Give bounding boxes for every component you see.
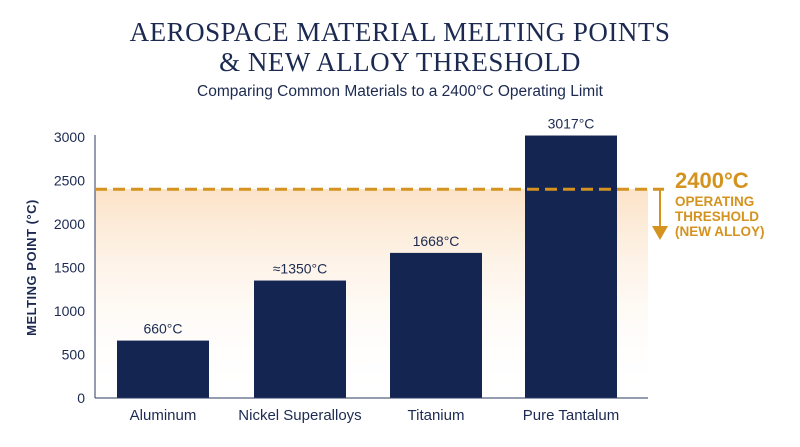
bar-nickel-superalloys [254,280,346,398]
y-tick-label: 1500 [54,260,85,276]
x-tick-label: Aluminum [130,407,197,424]
y-tick-label: 0 [77,390,85,406]
y-tick-label: 2000 [54,216,85,232]
bar-titanium [390,252,482,398]
chart-title-line2: & NEW ALLOY THRESHOLD [219,47,581,77]
y-tick-label: 2500 [54,173,85,189]
x-tick-label: Pure Tantalum [523,407,619,424]
bar-value-label: ≈1350°C [273,261,328,277]
down-arrow-icon [652,226,668,240]
bar-aluminum [117,340,209,398]
y-tick-label: 500 [62,347,86,363]
threshold-label-line: OPERATING [675,194,754,209]
bar-value-label: 1668°C [413,233,460,249]
y-axis-label: MELTING POINT (°C) [24,199,39,336]
chart-title-line1: AEROSPACE MATERIAL MELTING POINTS [129,17,671,47]
bar-value-label: 660°C [143,321,182,337]
x-tick-label: Titanium [408,407,465,424]
y-axis: 0 500 1000 1500 2000 2500 3000 MELTING POINT (°… [24,129,96,406]
threshold-label-line: (NEW ALLOY) [675,224,764,239]
y-tick-label: 3000 [54,129,85,145]
threshold-value-label: 2400°C [675,168,749,193]
threshold-label-line: THRESHOLD [675,209,759,224]
bar-pure-tantalum [525,135,617,398]
x-tick-label: Nickel Superalloys [238,407,361,424]
y-tick-label: 1000 [54,303,85,319]
bar-value-label: 3017°C [548,116,595,132]
x-axis: Aluminum Nickel Superalloys Titanium Pure T… [95,397,648,424]
bars: 660°C ≈1350°C 1668°C 3017°C [117,116,617,398]
chart-subtitle: Comparing Common Materials to a 2400°C O… [197,83,603,100]
